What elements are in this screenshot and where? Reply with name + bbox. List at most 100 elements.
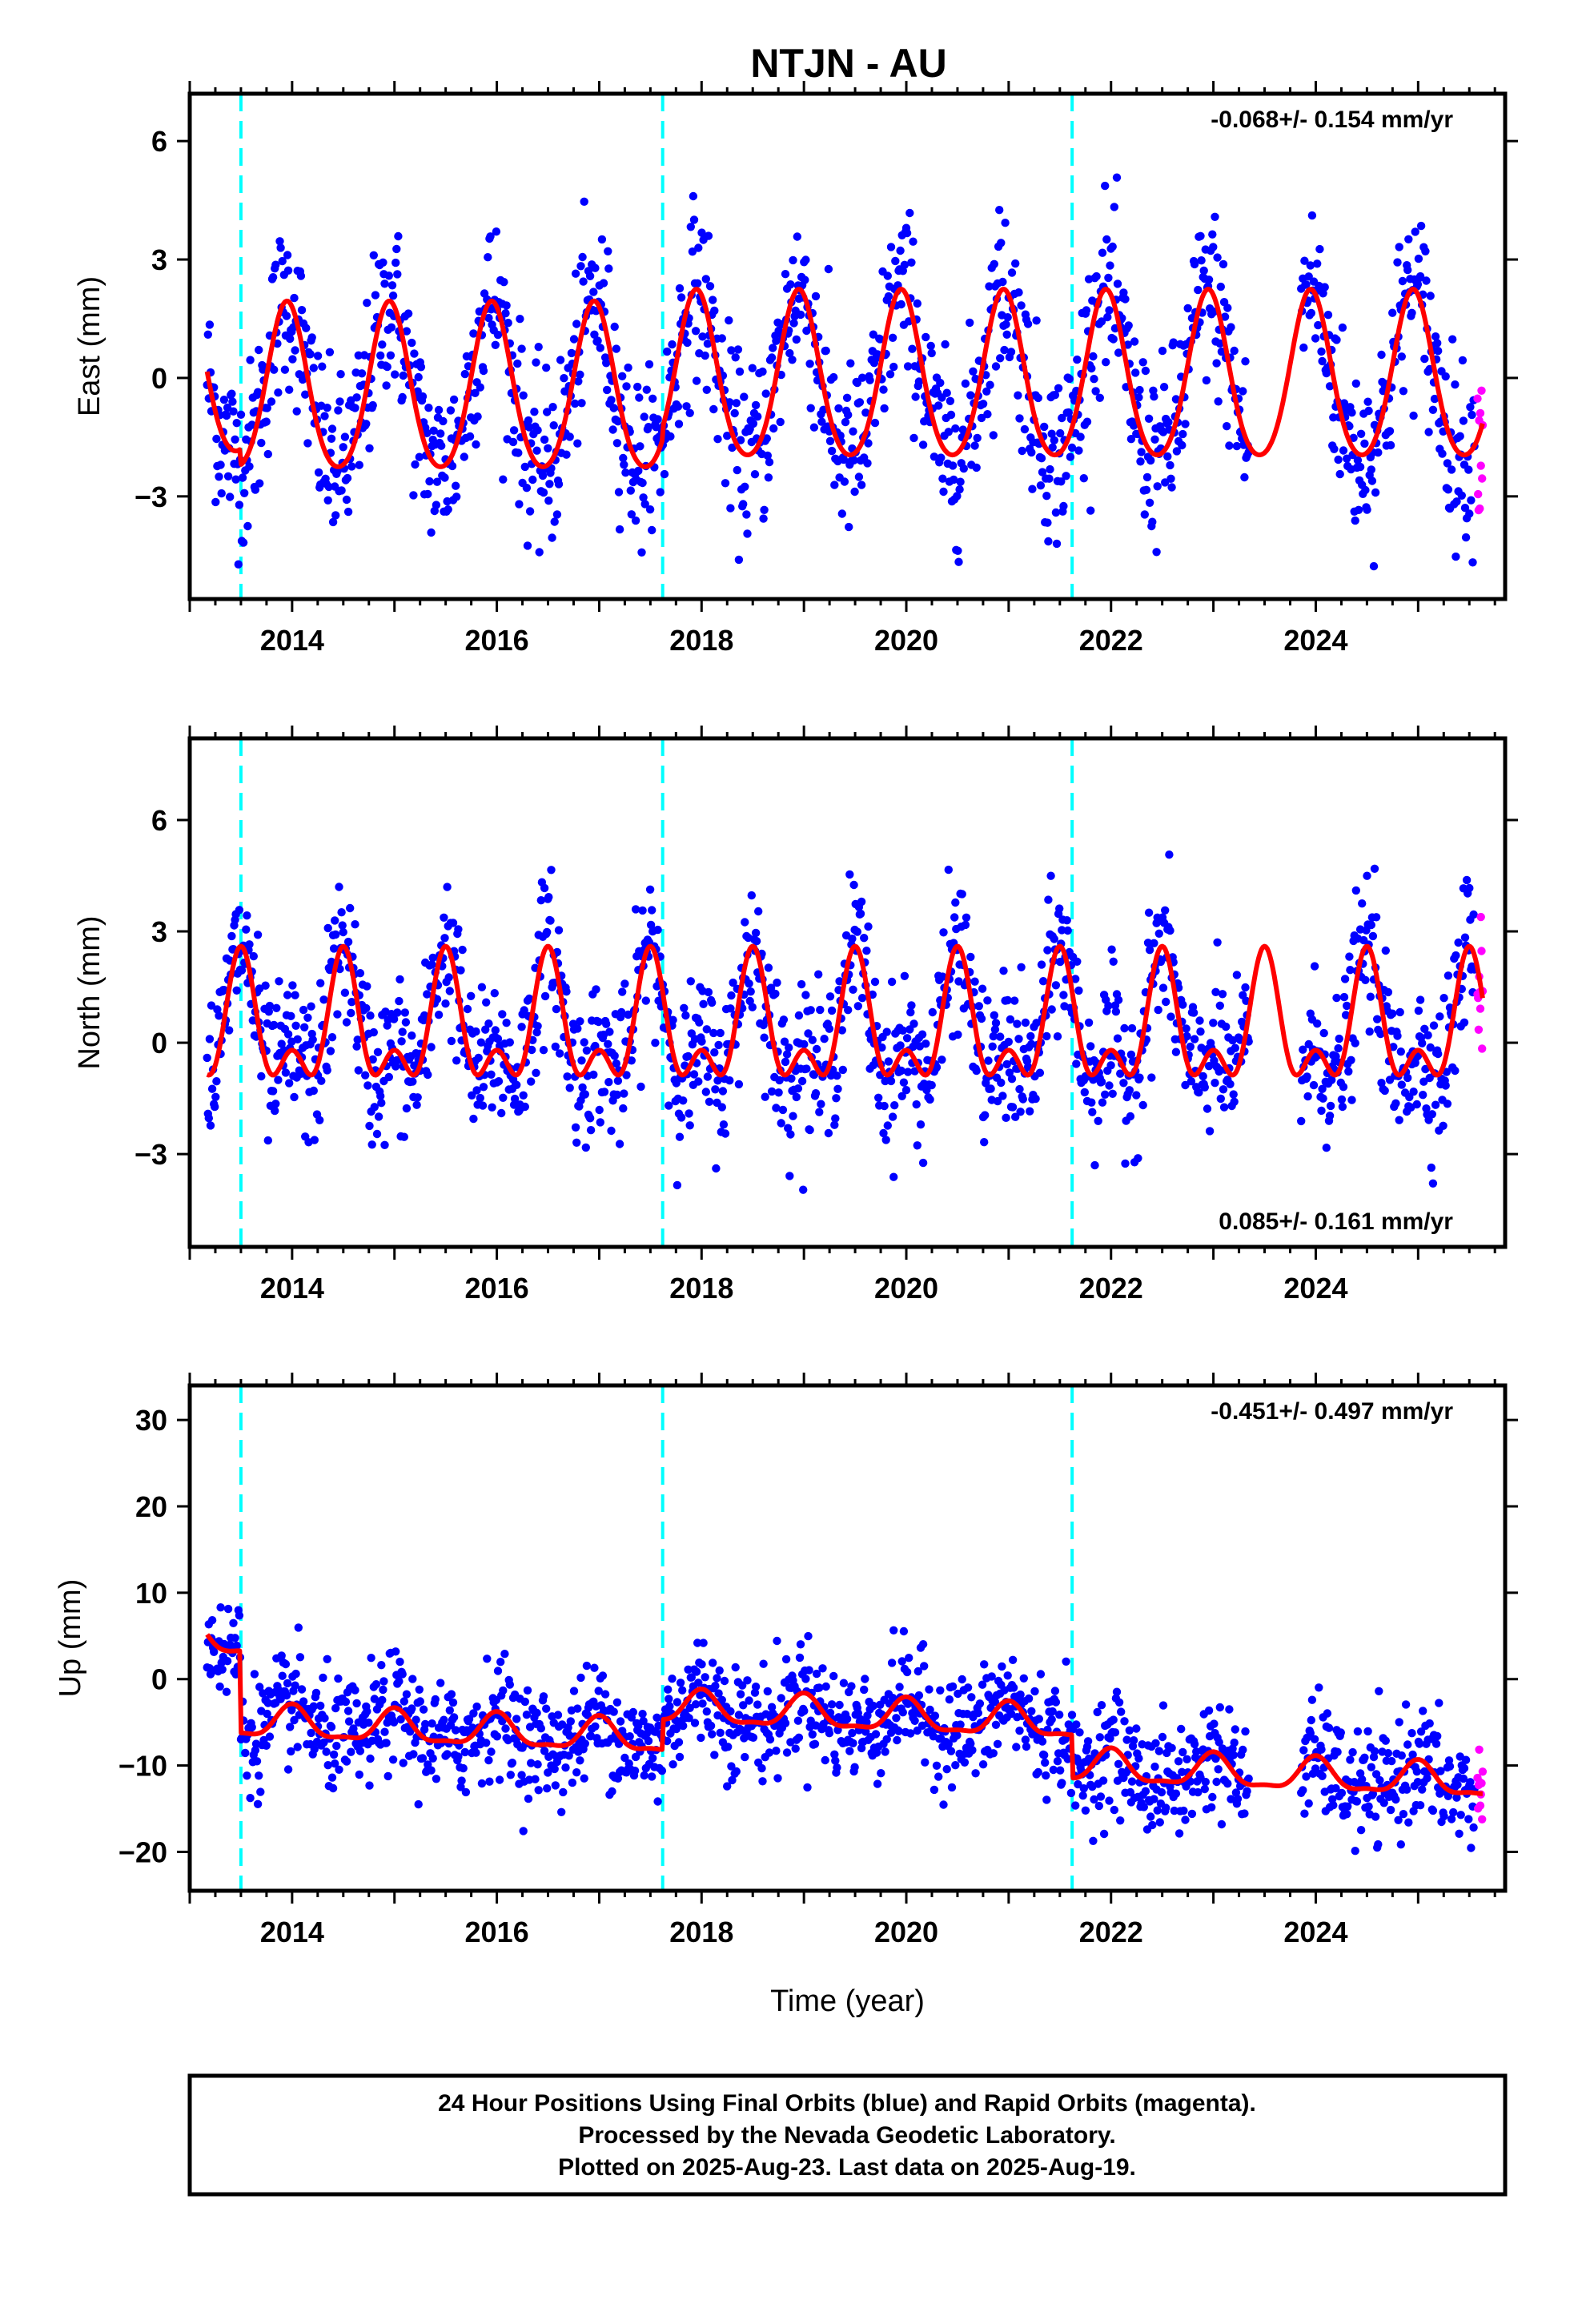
data-point bbox=[1132, 1724, 1141, 1733]
data-point bbox=[478, 1101, 488, 1110]
data-point bbox=[934, 401, 943, 410]
data-point bbox=[877, 1043, 886, 1052]
data-point bbox=[1338, 1102, 1347, 1112]
data-point bbox=[427, 1043, 436, 1051]
data-point bbox=[631, 516, 640, 525]
data-point bbox=[1110, 203, 1119, 211]
data-point bbox=[903, 362, 913, 371]
data-point bbox=[702, 385, 711, 394]
data-point bbox=[1080, 1088, 1090, 1097]
data-point bbox=[1364, 1802, 1373, 1811]
data-point bbox=[384, 271, 393, 280]
data-point bbox=[1335, 1034, 1343, 1043]
data-point bbox=[1398, 276, 1407, 286]
data-point bbox=[1309, 1080, 1319, 1090]
data-point bbox=[1223, 422, 1231, 431]
data-point bbox=[402, 1104, 412, 1113]
data-point bbox=[447, 1690, 456, 1699]
data-point bbox=[323, 1655, 331, 1663]
data-point bbox=[1147, 1073, 1156, 1082]
data-point bbox=[562, 450, 571, 459]
data-point bbox=[1416, 221, 1426, 231]
y-axis-label: Up (mm) bbox=[54, 1579, 87, 1698]
data-point bbox=[1202, 376, 1211, 385]
data-point bbox=[776, 417, 785, 427]
data-point bbox=[561, 1763, 570, 1772]
data-point bbox=[939, 928, 948, 937]
data-point bbox=[1205, 1127, 1215, 1136]
data-point bbox=[1423, 1031, 1432, 1039]
data-point bbox=[1099, 1829, 1109, 1839]
data-point bbox=[448, 1698, 458, 1707]
data-point bbox=[856, 909, 865, 919]
data-point bbox=[1433, 1731, 1442, 1741]
data-point bbox=[1409, 1088, 1418, 1096]
data-point bbox=[1307, 211, 1317, 220]
data-point bbox=[648, 1772, 656, 1781]
data-point bbox=[1189, 1008, 1199, 1017]
data-point bbox=[1314, 320, 1323, 330]
data-point bbox=[443, 883, 452, 891]
data-point bbox=[673, 1698, 682, 1707]
data-point bbox=[983, 996, 992, 1005]
data-point bbox=[1310, 1735, 1319, 1743]
data-point bbox=[232, 419, 241, 428]
data-point bbox=[978, 1680, 987, 1689]
data-point bbox=[255, 1771, 263, 1780]
data-point bbox=[1231, 1788, 1241, 1797]
data-point bbox=[1123, 340, 1132, 349]
model-curve bbox=[204, 287, 1485, 469]
data-point bbox=[761, 389, 770, 398]
data-point bbox=[701, 1088, 710, 1096]
data-point bbox=[253, 931, 263, 939]
data-point bbox=[382, 1739, 391, 1747]
data-point bbox=[640, 1771, 648, 1780]
data-point bbox=[1098, 1098, 1107, 1107]
data-point bbox=[849, 427, 857, 436]
data-point bbox=[533, 426, 542, 435]
data-point bbox=[1391, 1795, 1400, 1804]
data-point bbox=[1391, 1099, 1400, 1108]
data-point bbox=[1208, 230, 1217, 239]
data-point bbox=[1047, 1005, 1056, 1014]
data-point bbox=[1003, 995, 1012, 1005]
data-point bbox=[1420, 1024, 1429, 1034]
data-point bbox=[1139, 1803, 1149, 1811]
data-point bbox=[533, 1022, 542, 1031]
data-point bbox=[966, 952, 975, 962]
data-point bbox=[954, 977, 963, 986]
data-point bbox=[1211, 987, 1220, 997]
data-point bbox=[665, 1702, 674, 1711]
data-point bbox=[1371, 1770, 1381, 1779]
data-point bbox=[411, 460, 420, 469]
data-point bbox=[627, 510, 636, 519]
data-point bbox=[1452, 552, 1460, 561]
data-point bbox=[331, 916, 339, 925]
data-point bbox=[793, 1716, 803, 1725]
data-point bbox=[1079, 474, 1089, 483]
data-point bbox=[998, 277, 1007, 287]
data-point bbox=[678, 1686, 687, 1695]
data-point bbox=[335, 397, 344, 406]
data-point bbox=[323, 1761, 332, 1770]
data-point bbox=[367, 1654, 375, 1663]
data-point bbox=[309, 1702, 318, 1711]
data-point bbox=[377, 1099, 386, 1108]
data-point bbox=[971, 1769, 980, 1778]
data-point bbox=[865, 376, 874, 384]
data-point bbox=[448, 461, 457, 471]
data-point bbox=[760, 1033, 769, 1042]
data-point bbox=[886, 243, 896, 251]
data-point bbox=[641, 996, 650, 1005]
data-point bbox=[539, 1046, 548, 1055]
data-point bbox=[900, 260, 909, 269]
data-point bbox=[1306, 1729, 1315, 1738]
data-point bbox=[944, 865, 954, 875]
data-point bbox=[301, 390, 310, 399]
data-point bbox=[1241, 983, 1250, 992]
data-point bbox=[1317, 1745, 1326, 1754]
rapid-point bbox=[1477, 386, 1486, 395]
data-point bbox=[1023, 1063, 1033, 1072]
data-point bbox=[396, 1657, 404, 1667]
plot-frame bbox=[187, 1383, 1508, 1893]
